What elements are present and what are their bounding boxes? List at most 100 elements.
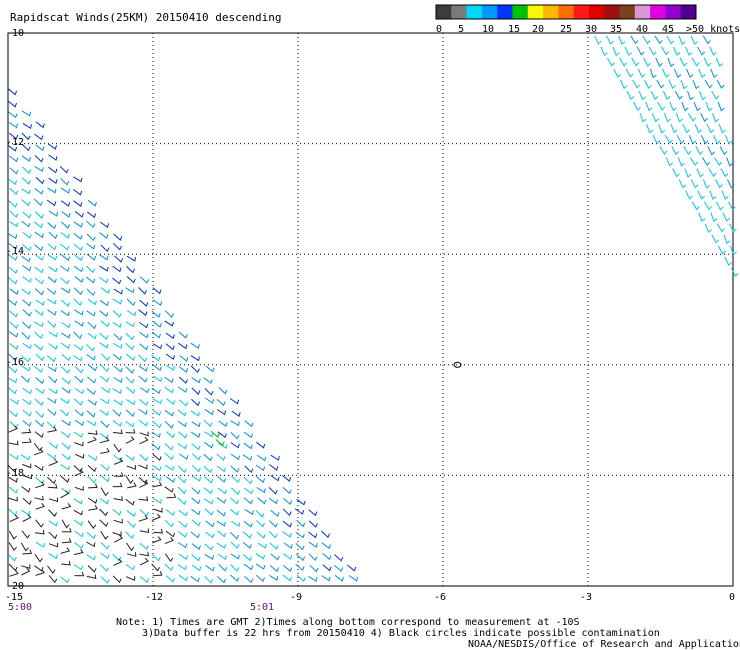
wind-barb [178, 574, 189, 582]
wind-barb [218, 420, 228, 428]
wind-barb [113, 255, 124, 263]
wind-barb [99, 519, 109, 527]
wind-barb [22, 398, 32, 406]
wind-barb [34, 277, 44, 285]
wind-barb [34, 309, 44, 317]
wind-barb [34, 331, 44, 340]
wind-barb [698, 68, 706, 79]
wind-barb [153, 508, 163, 513]
wind-barb [22, 231, 32, 239]
wind-barb [691, 57, 700, 67]
wind-barb [190, 531, 200, 539]
wind-barb [7, 100, 17, 108]
wind-barb [637, 68, 646, 78]
wind-barb [74, 441, 84, 447]
wind-barb [660, 46, 669, 56]
wind-barb [594, 35, 602, 45]
wind-barb [644, 79, 652, 89]
wind-barb [270, 475, 280, 482]
wind-barb [165, 364, 175, 371]
wind-barb [217, 576, 227, 584]
wind-barb [192, 564, 202, 572]
wind-barb [708, 168, 717, 178]
wind-barb [606, 35, 614, 45]
wind-barb [100, 353, 110, 361]
wind-barb [87, 420, 97, 427]
note-line-1: Note: 1) Times are GMT 2)Times along bot… [116, 617, 580, 628]
wind-barb [682, 123, 690, 134]
wind-barb [99, 232, 109, 239]
wind-barb [47, 187, 57, 194]
wind-barb [125, 564, 135, 571]
wind-barb [8, 353, 18, 362]
wind-barb [99, 276, 109, 284]
wind-barb [7, 554, 17, 562]
wind-barb [139, 453, 149, 462]
wind-barb [321, 575, 331, 582]
wind-barb [8, 200, 18, 208]
wind-barb [61, 431, 71, 439]
wind-barb [178, 331, 188, 339]
wind-barb [205, 565, 215, 572]
wind-barb [22, 299, 32, 307]
wind-barb [668, 79, 676, 90]
wind-barb [112, 388, 122, 395]
wind-barb [178, 399, 188, 407]
wind-barb [125, 428, 136, 434]
wind-barb [139, 343, 149, 351]
wind-barb [99, 436, 110, 444]
wind-barb [657, 101, 666, 111]
wind-barb [20, 375, 30, 383]
wind-barb [47, 222, 57, 230]
wind-barb [674, 90, 683, 100]
wind-barb [709, 190, 717, 200]
wind-barb [672, 168, 680, 178]
wind-barb [113, 399, 123, 406]
wind-barb [126, 520, 136, 528]
wind-barb [257, 542, 267, 549]
wind-barb [35, 176, 45, 185]
wind-barb [164, 452, 174, 461]
wind-barb [61, 299, 71, 307]
wind-barb [282, 574, 292, 582]
wind-barb [651, 112, 660, 123]
wind-barb [125, 531, 135, 540]
wind-barb [697, 190, 705, 200]
wind-barb [47, 565, 56, 574]
wind-barb [720, 168, 729, 178]
wind-barb [60, 342, 71, 350]
wind-barb [177, 564, 187, 571]
wind-barb [662, 90, 671, 101]
wind-barb [34, 155, 44, 163]
wind-barb [205, 531, 215, 539]
wind-barb [688, 135, 697, 145]
wind-barb [269, 464, 279, 471]
wind-barb [35, 419, 45, 428]
colorbar-label-15: 15 [508, 24, 520, 35]
wind-barb [152, 536, 162, 544]
wind-barb [126, 399, 136, 406]
wind-barb [9, 453, 19, 460]
wind-barb [7, 377, 18, 384]
wind-barb [114, 534, 124, 543]
wind-barb [164, 421, 174, 429]
wind-barb [34, 554, 43, 563]
wind-barb [48, 266, 58, 273]
wind-barb [100, 542, 110, 550]
y-label-10: -10 [6, 28, 24, 39]
wind-barb [21, 355, 31, 363]
wind-barb [35, 299, 45, 306]
wind-barb [99, 265, 109, 272]
wind-barb [216, 509, 226, 517]
x-label-12: -12 [145, 592, 163, 603]
wind-barb [630, 35, 639, 45]
wind-barb [257, 454, 267, 462]
wind-barb [112, 310, 122, 318]
wind-barb [138, 476, 148, 485]
wind-barb [255, 475, 266, 484]
wind-barb [126, 576, 136, 581]
wind-barb [230, 465, 240, 473]
wind-barb [48, 552, 58, 560]
wind-barb [21, 220, 31, 228]
wind-barb [48, 509, 58, 517]
